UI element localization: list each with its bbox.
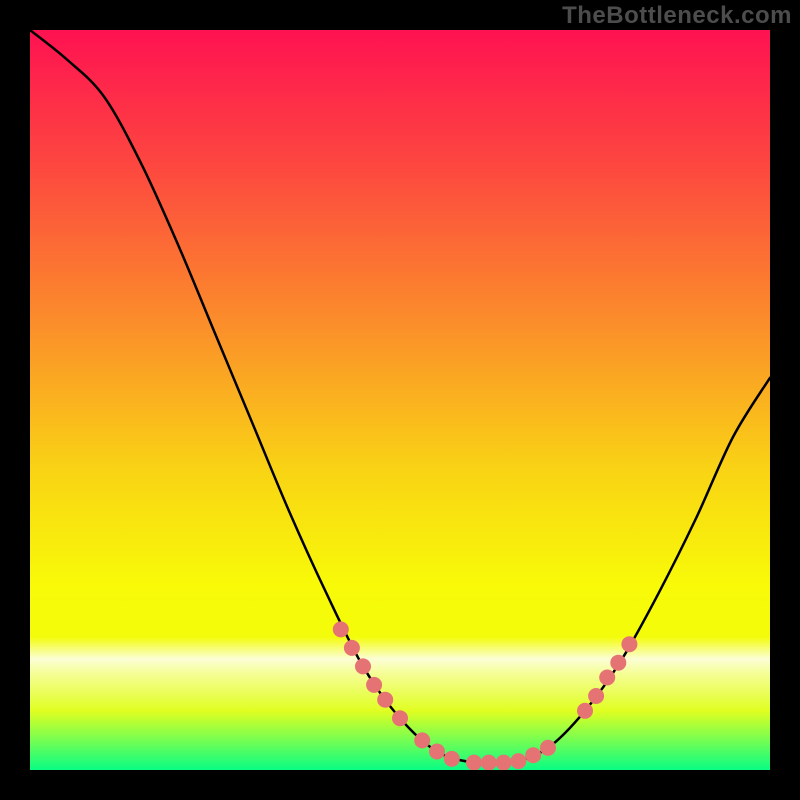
data-marker (599, 670, 615, 686)
gradient-background (30, 30, 770, 770)
data-marker (377, 692, 393, 708)
chart-svg (30, 30, 770, 770)
data-marker (444, 751, 460, 767)
data-marker (610, 655, 626, 671)
data-marker (588, 688, 604, 704)
data-marker (344, 640, 360, 656)
data-marker (466, 755, 482, 770)
data-marker (392, 710, 408, 726)
data-marker (366, 677, 382, 693)
data-marker (577, 703, 593, 719)
data-marker (333, 621, 349, 637)
watermark-text: TheBottleneck.com (562, 2, 792, 30)
plot-area (30, 30, 770, 770)
data-marker (429, 744, 445, 760)
data-marker (540, 740, 556, 756)
data-marker (621, 636, 637, 652)
data-marker (525, 747, 541, 763)
data-marker (414, 732, 430, 748)
data-marker (355, 658, 371, 674)
data-marker (496, 755, 512, 770)
data-marker (510, 753, 526, 769)
data-marker (481, 755, 497, 770)
